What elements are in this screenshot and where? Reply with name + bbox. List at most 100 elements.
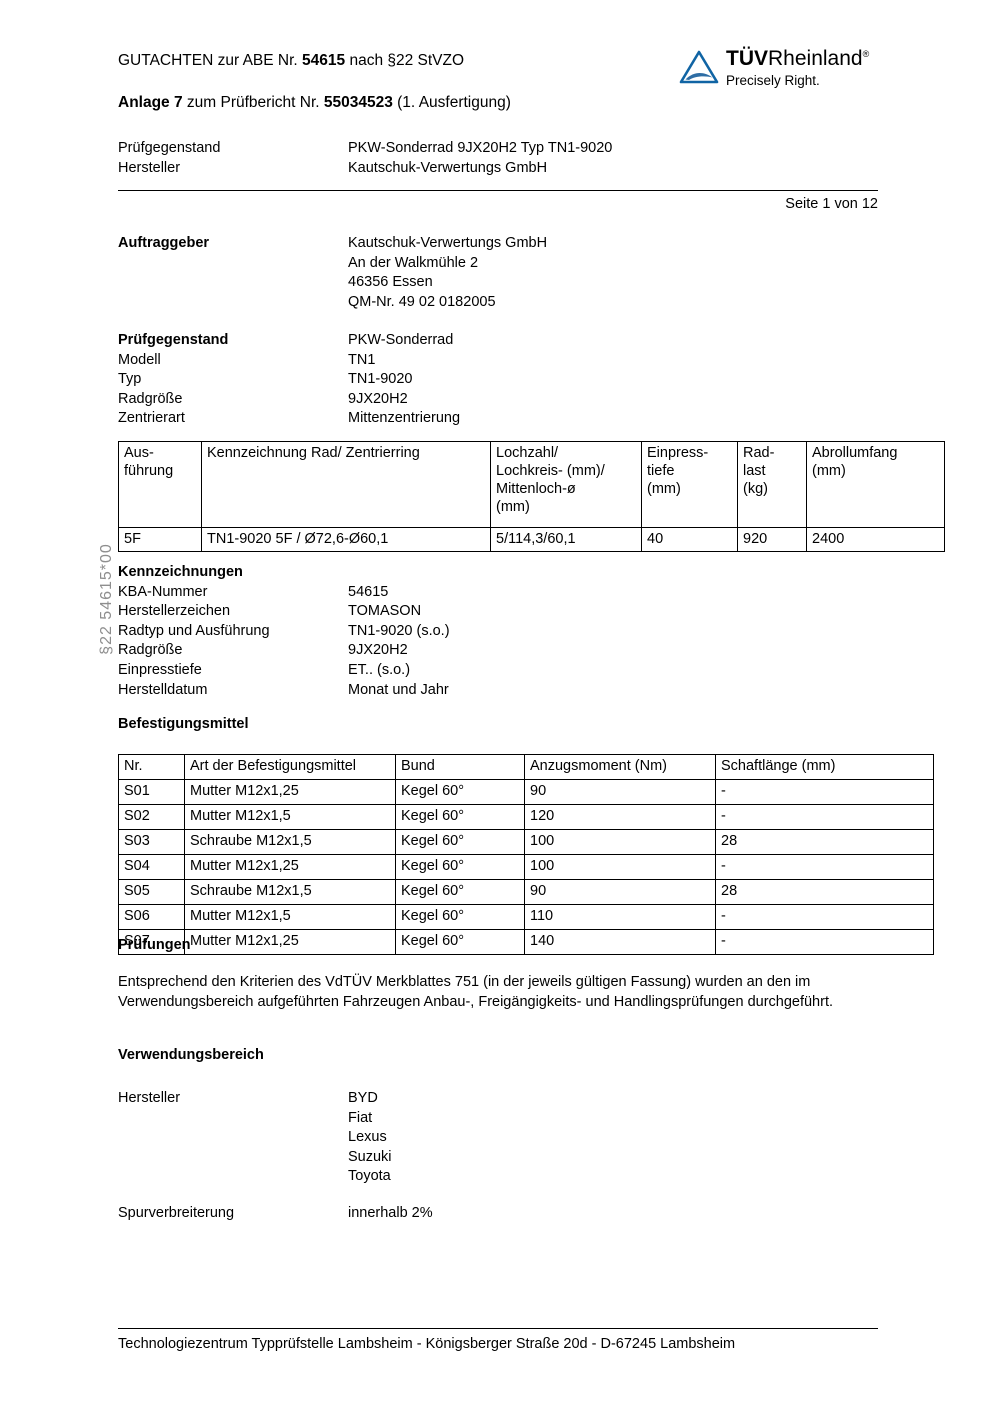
cell-schaftlaenge: - xyxy=(715,904,934,930)
page-content: GUTACHTEN zur ABE Nr. 54615 nach §22 StV… xyxy=(118,0,945,1404)
pruefbericht-label: zum Prüfbericht Nr. xyxy=(182,94,324,111)
abe-number: 54615 xyxy=(302,52,346,69)
tuv-text: TÜV xyxy=(726,47,768,70)
col-abrollumfang: Abrollumfang (mm) xyxy=(806,441,945,528)
table-row: S02 Mutter M12x1,5 Kegel 60° 120 - xyxy=(118,804,934,830)
col-schaftlaenge: Schaftlänge (mm) xyxy=(715,754,934,780)
table-row: S07 Mutter M12x1,25 Kegel 60° 140 - xyxy=(118,929,934,955)
top-meta-block: Prüfgegenstand PKW-Sonderrad 9JX20H2 Typ… xyxy=(118,138,878,178)
cell-abrollumfang: 2400 xyxy=(806,527,945,552)
client-city: 46356 Essen xyxy=(348,274,433,291)
registered-mark: ® xyxy=(862,49,870,59)
fasteners-table: Nr. Art der Befestigungsmittel Bund Anzu… xyxy=(118,754,934,955)
table-header-row: Aus- führung Kennzeichnung Rad/ Zentrier… xyxy=(118,441,945,528)
type-label: Typ xyxy=(118,371,142,388)
table-row: S01 Mutter M12x1,25 Kegel 60° 90 - xyxy=(118,779,934,805)
markings-title: Kennzeichnungen xyxy=(118,564,243,580)
meta-label: Hersteller xyxy=(118,160,181,176)
side-stamp: §22 54615*00 xyxy=(98,543,115,655)
cell-art: Mutter M12x1,5 xyxy=(184,904,396,930)
cell-bund: Kegel 60° xyxy=(395,879,525,905)
tuv-wordmark: TÜVRheinland® xyxy=(726,47,869,71)
wheel-type-value: TN1-9020 (s.o.) xyxy=(348,622,450,639)
gutachten-prefix: GUTACHTEN zur ABE Nr. xyxy=(118,52,303,69)
cell-schaftlaenge: 28 xyxy=(715,879,934,905)
col-ausfuehrung: Aus- führung xyxy=(118,441,202,528)
marking-wheel-size-label: Radgröße xyxy=(118,642,183,659)
marking-wheel-size-value: 9JX20H2 xyxy=(348,642,408,659)
client-block: Auftraggeber Kautschuk-Verwertungs GmbH … xyxy=(118,234,878,312)
track-widening-block: Spurverbreiterung innerhalb 2% xyxy=(118,1204,878,1224)
cell-bund: Kegel 60° xyxy=(395,829,525,855)
model-label: Modell xyxy=(118,351,161,368)
meta-row: Hersteller Kautschuk-Verwertungs GmbH xyxy=(118,158,878,178)
footer-divider xyxy=(118,1328,878,1329)
manufacturer-item: Suzuki xyxy=(348,1148,392,1165)
client-name: Kautschuk-Verwertungs GmbH xyxy=(348,235,548,251)
cell-anzugsmoment: 110 xyxy=(524,904,716,930)
cell-nr: S05 xyxy=(118,879,185,905)
markings-block: Kennzeichnungen KBA-Nummer 54615 Herstel… xyxy=(118,563,878,700)
client-row: An der Walkmühle 2 xyxy=(118,254,878,274)
header-divider xyxy=(118,190,878,191)
tuv-rheinland-logo: TÜVRheinland® Precisely Right. xyxy=(678,45,878,97)
brand-mark-label: Herstellerzeichen xyxy=(118,603,231,620)
offset-value: ET.. (s.o.) xyxy=(348,661,411,678)
footer-address: Technologiezentrum Typprüfstelle Lambshe… xyxy=(118,1336,736,1352)
cell-art: Mutter M12x1,25 xyxy=(184,779,396,805)
ausfertigung-label: (1. Ausfertigung) xyxy=(392,94,511,111)
cell-bund: Kegel 60° xyxy=(395,854,525,880)
application-block: Hersteller BYD Fiat Lexus Suzuki Toyota xyxy=(118,1089,878,1187)
cell-bund: Kegel 60° xyxy=(395,779,525,805)
tuv-triangle-icon xyxy=(679,50,719,84)
brand-mark-value: TOMASON xyxy=(348,603,422,620)
cell-nr: S07 xyxy=(118,929,185,955)
cell-anzugsmoment: 90 xyxy=(524,779,716,805)
cell-bund: Kegel 60° xyxy=(395,904,525,930)
meta-label: Prüfgegenstand xyxy=(118,140,221,156)
cell-einpresstiefe: 40 xyxy=(641,527,738,552)
table-row: S06 Mutter M12x1,5 Kegel 60° 110 - xyxy=(118,904,934,930)
cell-art: Mutter M12x1,25 xyxy=(184,929,396,955)
client-row: 46356 Essen xyxy=(118,273,878,293)
fasteners-title: Befestigungsmittel xyxy=(118,716,249,732)
wheel-type-label: Radtyp und Ausführung xyxy=(118,622,270,639)
meta-row: Prüfgegenstand PKW-Sonderrad 9JX20H2 Typ… xyxy=(118,138,878,158)
manufacture-date-label: Herstelldatum xyxy=(118,681,208,698)
model-value: TN1 xyxy=(348,351,376,368)
cell-anzugsmoment: 90 xyxy=(524,879,716,905)
manufacturer-item: BYD xyxy=(348,1090,378,1106)
table-row: 5F TN1-9020 5F / Ø72,6-Ø60,1 5/114,3/60,… xyxy=(118,527,945,552)
centering-value: Mittenzentrierung xyxy=(348,410,461,427)
track-widening-label: Spurverbreiterung xyxy=(118,1205,235,1221)
cell-nr: S02 xyxy=(118,804,185,830)
page-number: Seite 1 von 12 xyxy=(785,196,878,212)
markings-row: Radgröße 9JX20H2 xyxy=(118,641,878,661)
cell-schaftlaenge: - xyxy=(715,779,934,805)
col-kennzeichnung: Kennzeichnung Rad/ Zentrierring xyxy=(201,441,491,528)
meta-value: PKW-Sonderrad 9JX20H2 Typ TN1-9020 xyxy=(348,140,613,156)
cell-schaftlaenge: - xyxy=(715,854,934,880)
gutachten-header-line: GUTACHTEN zur ABE Nr. 54615 nach §22 StV… xyxy=(118,52,464,70)
cell-anzugsmoment: 100 xyxy=(524,854,716,880)
markings-row: Radtyp und Ausführung TN1-9020 (s.o.) xyxy=(118,622,878,642)
cell-nr: S03 xyxy=(118,829,185,855)
cell-anzugsmoment: 120 xyxy=(524,804,716,830)
rheinland-text: Rheinland xyxy=(768,47,863,70)
tuv-tagline: Precisely Right. xyxy=(726,73,820,88)
cell-art: Mutter M12x1,25 xyxy=(184,854,396,880)
cell-nr: S04 xyxy=(118,854,185,880)
table-row: S04 Mutter M12x1,25 Kegel 60° 100 - xyxy=(118,854,934,880)
application-row: Suzuki xyxy=(118,1148,878,1168)
test-object-value: PKW-Sonderrad xyxy=(348,332,454,348)
client-label: Auftraggeber xyxy=(118,235,210,251)
cell-nr: S01 xyxy=(118,779,185,805)
cell-kennzeichnung: TN1-9020 5F / Ø72,6-Ø60,1 xyxy=(201,527,491,552)
kba-number-label: KBA-Nummer xyxy=(118,583,208,600)
pruefbericht-number: 55034523 xyxy=(323,94,393,111)
cell-anzugsmoment: 100 xyxy=(524,829,716,855)
manufacturer-item: Fiat xyxy=(348,1109,373,1126)
test-object-block: Prüfgegenstand PKW-Sonderrad Modell TN1 … xyxy=(118,331,878,429)
table-header-row: Nr. Art der Befestigungsmittel Bund Anzu… xyxy=(118,754,934,780)
cell-bund: Kegel 60° xyxy=(395,804,525,830)
